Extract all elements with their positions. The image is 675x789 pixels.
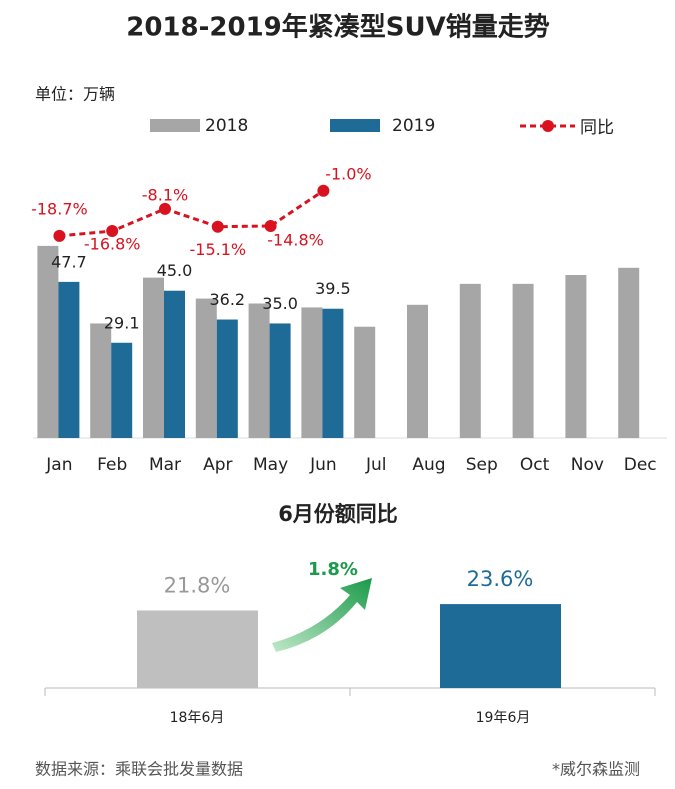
bar: [407, 304, 428, 438]
data-label: 39.5: [315, 279, 351, 298]
data-label: -15.1%: [189, 240, 246, 259]
x-tick-label: May: [253, 455, 288, 475]
x-tick-label: 19年6月: [476, 710, 531, 726]
x-tick-label: Dec: [624, 455, 657, 475]
bar: [90, 323, 112, 438]
line-point: [211, 220, 224, 233]
bar: [248, 303, 270, 438]
data-label: 36.2: [209, 290, 245, 309]
bar: [143, 277, 164, 438]
line-point: [53, 229, 66, 242]
bar: [58, 281, 80, 438]
bar: [164, 290, 185, 438]
data-label: 47.7: [51, 252, 87, 271]
data-label: 45.0: [157, 261, 193, 280]
legend-swatch: [150, 119, 200, 132]
data-label: -16.8%: [84, 235, 141, 254]
chart-title: 6月份额同比: [278, 502, 398, 526]
line-point: [159, 202, 171, 215]
bar: [137, 610, 258, 688]
data-label: -18.7%: [31, 199, 88, 218]
line-point: [317, 184, 330, 197]
legend-label: 2018: [205, 116, 248, 136]
x-tick-label: Oct: [520, 455, 550, 475]
x-tick-label: Mar: [149, 455, 181, 475]
x-tick-label: Sep: [466, 455, 498, 475]
bar: [565, 275, 587, 438]
legend-label: 同比: [580, 118, 614, 138]
bar: [459, 283, 481, 438]
line: [59, 189, 325, 238]
data-label: 29.1: [104, 313, 140, 332]
data-label: -1.0%: [325, 164, 371, 183]
annotation: 1.8%: [308, 559, 358, 580]
line-point: [106, 225, 119, 238]
bar: [216, 319, 238, 438]
bar: [111, 342, 133, 438]
data-label: 21.8%: [164, 573, 231, 597]
data-label: 35.0: [262, 294, 298, 313]
bar: [440, 604, 561, 688]
legend-label: 2019: [392, 116, 435, 136]
legend-swatch: [330, 119, 380, 132]
note: *威尔森监测: [552, 760, 640, 779]
source: 数据来源：乘联会批发量数据: [35, 760, 243, 779]
bar: [512, 283, 534, 438]
data-label: -14.8%: [267, 230, 324, 249]
bar: [618, 267, 640, 438]
x-tick-label: Feb: [97, 455, 127, 475]
x-tick-label: Apr: [203, 455, 232, 475]
bar: [322, 308, 344, 438]
legend-dot: [542, 120, 554, 132]
bar: [269, 323, 291, 438]
data-label: -8.1%: [142, 185, 188, 204]
data-label: 23.6%: [467, 567, 534, 591]
x-tick-label: Nov: [571, 455, 604, 475]
bar: [354, 326, 376, 438]
x-tick-label: Aug: [412, 455, 445, 475]
line-point: [264, 219, 277, 232]
bar: [195, 298, 217, 438]
unit-label: 单位：万辆: [35, 85, 115, 104]
chart-title: 2018-2019年紧凑型SUV销量走势: [126, 12, 549, 43]
x-tick-label: Jun: [309, 455, 337, 475]
bar: [301, 307, 323, 438]
bar: [37, 245, 59, 438]
x-tick-label: Jan: [45, 455, 72, 475]
x-tick-label: Jul: [365, 455, 387, 475]
x-tick-label: 18年6月: [170, 710, 225, 726]
arrow: [272, 578, 372, 652]
